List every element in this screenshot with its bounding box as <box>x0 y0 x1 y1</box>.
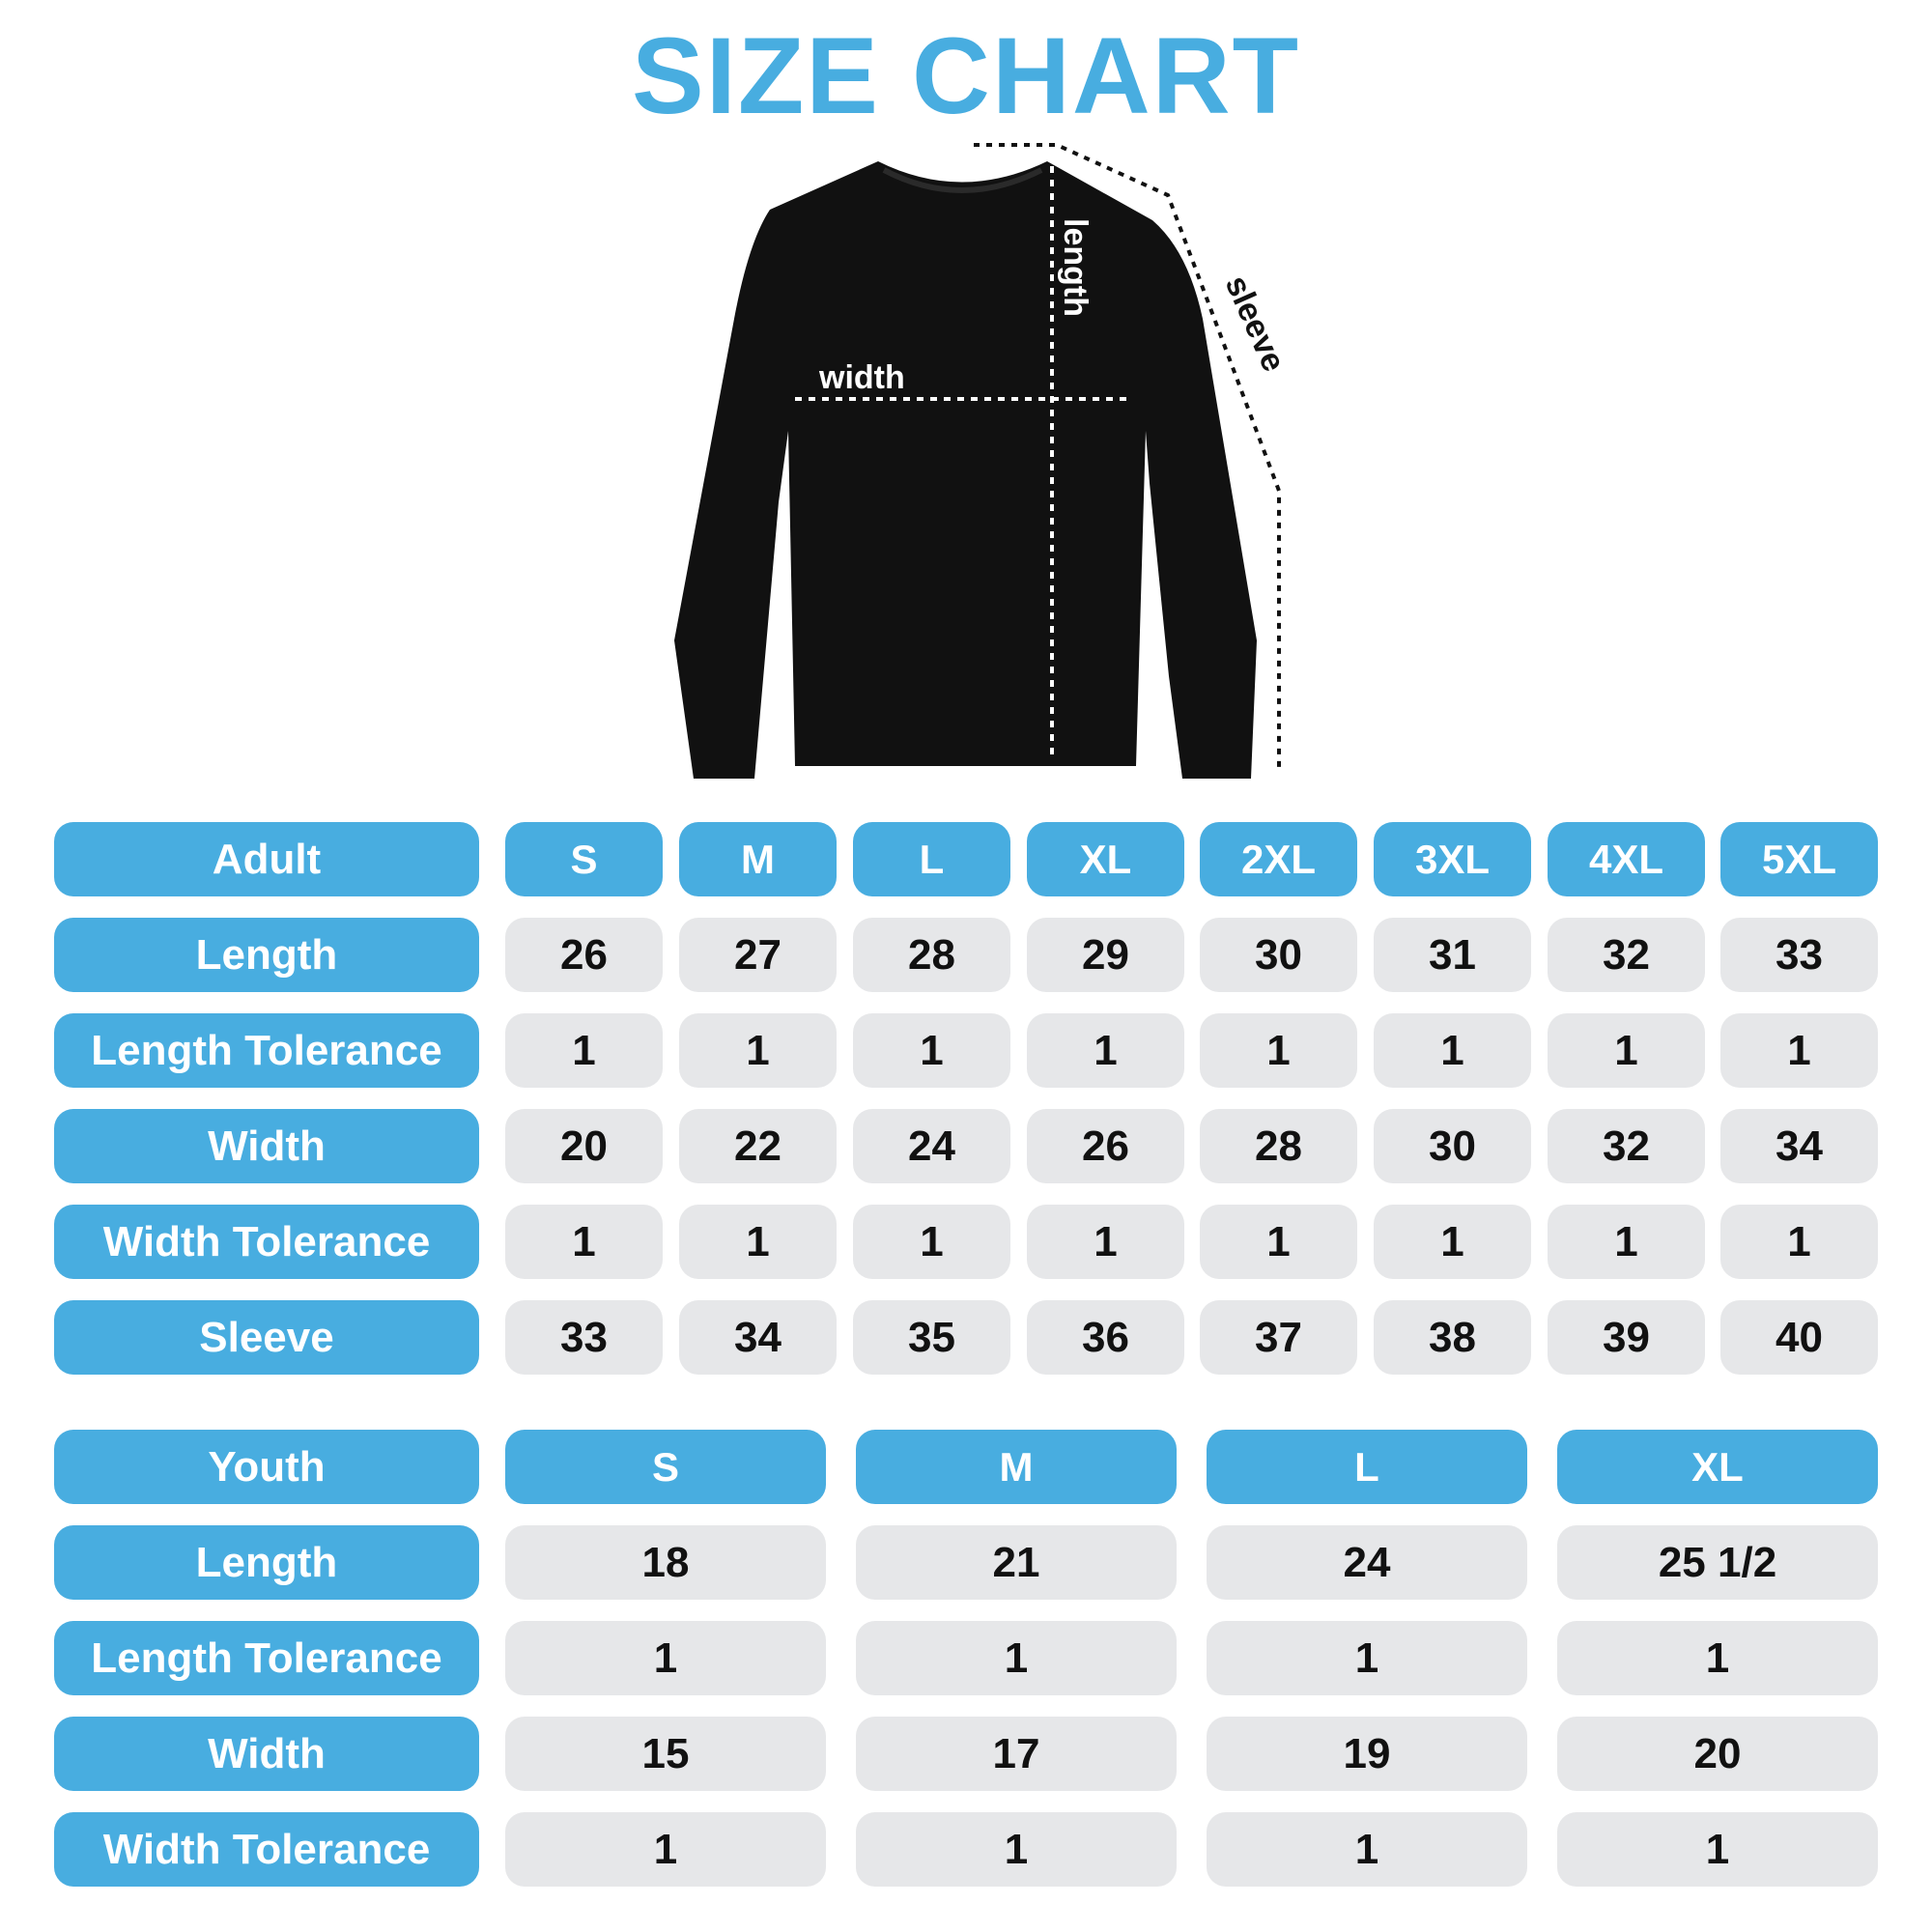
youth-header: Youth <box>54 1430 479 1504</box>
table-cell: 1 <box>1207 1812 1527 1887</box>
table-cell: 29 <box>1027 918 1184 992</box>
table-cell: 34 <box>1720 1109 1878 1183</box>
table-cell: 1 <box>1207 1621 1527 1695</box>
table-cell: 33 <box>1720 918 1878 992</box>
sweatshirt-diagram: width length sleeve <box>674 143 1293 779</box>
size-header-3xl: 3XL <box>1374 822 1531 896</box>
table-cell: 30 <box>1200 918 1357 992</box>
table-cell: 1 <box>505 1013 663 1088</box>
row-label: Length <box>54 918 479 992</box>
table-cell: 1 <box>505 1205 663 1279</box>
table-cell: 1 <box>1027 1013 1184 1088</box>
table-cell: 19 <box>1207 1717 1527 1791</box>
table-cell: 26 <box>505 918 663 992</box>
collar <box>882 167 1043 193</box>
table-cell: 34 <box>679 1300 837 1375</box>
adult-header: Adult <box>54 822 479 896</box>
table-cell: 30 <box>1374 1109 1531 1183</box>
row-label: Width Tolerance <box>54 1812 479 1887</box>
size-header-l: L <box>1207 1430 1527 1504</box>
table-cell: 28 <box>853 918 1010 992</box>
size-header-l: L <box>853 822 1010 896</box>
size-header-m: M <box>856 1430 1177 1504</box>
table-cell: 15 <box>505 1717 826 1791</box>
table-cell: 24 <box>853 1109 1010 1183</box>
table-cell: 1 <box>679 1013 837 1088</box>
table-cell: 25 1/2 <box>1557 1525 1878 1600</box>
table-cell: 1 <box>1557 1812 1878 1887</box>
size-header-s: S <box>505 822 663 896</box>
table-cell: 1 <box>856 1621 1177 1695</box>
table-cell: 31 <box>1374 918 1531 992</box>
table-cell: 32 <box>1548 918 1705 992</box>
page-title: SIZE CHART <box>632 15 1300 136</box>
table-cell: 24 <box>1207 1525 1527 1600</box>
row-label: Width <box>54 1109 479 1183</box>
size-header-4xl: 4XL <box>1548 822 1705 896</box>
table-cell: 1 <box>1027 1205 1184 1279</box>
sleeve-measure-line <box>974 143 1281 770</box>
row-label: Length <box>54 1525 479 1600</box>
table-cell: 36 <box>1027 1300 1184 1375</box>
size-header-xl: XL <box>1557 1430 1878 1504</box>
size-header-xl: XL <box>1027 822 1184 896</box>
table-cell: 1 <box>679 1205 837 1279</box>
table-cell: 20 <box>1557 1717 1878 1791</box>
size-header-s: S <box>505 1430 826 1504</box>
table-cell: 39 <box>1548 1300 1705 1375</box>
table-cell: 1 <box>1200 1013 1357 1088</box>
table-cell: 21 <box>856 1525 1177 1600</box>
size-header-m: M <box>679 822 837 896</box>
table-cell: 27 <box>679 918 837 992</box>
table-cell: 18 <box>505 1525 826 1600</box>
table-cell: 1 <box>853 1013 1010 1088</box>
row-label: Length Tolerance <box>54 1621 479 1695</box>
table-cell: 1 <box>1548 1205 1705 1279</box>
table-cell: 22 <box>679 1109 837 1183</box>
table-cell: 1 <box>1200 1205 1357 1279</box>
table-cell: 17 <box>856 1717 1177 1791</box>
table-cell: 35 <box>853 1300 1010 1375</box>
table-cell: 32 <box>1548 1109 1705 1183</box>
table-cell: 1 <box>1548 1013 1705 1088</box>
row-label: Length Tolerance <box>54 1013 479 1088</box>
table-cell: 1 <box>1720 1205 1878 1279</box>
table-cell: 38 <box>1374 1300 1531 1375</box>
table-cell: 1 <box>856 1812 1177 1887</box>
table-cell: 1 <box>1720 1013 1878 1088</box>
row-label: Sleeve <box>54 1300 479 1375</box>
size-header-2xl: 2XL <box>1200 822 1357 896</box>
table-cell: 1 <box>1557 1621 1878 1695</box>
table-cell: 1 <box>853 1205 1010 1279</box>
table-cell: 37 <box>1200 1300 1357 1375</box>
length-label: length <box>1057 218 1094 317</box>
table-cell: 20 <box>505 1109 663 1183</box>
row-label: Width Tolerance <box>54 1205 479 1279</box>
table-cell: 1 <box>1374 1013 1531 1088</box>
row-label: Width <box>54 1717 479 1791</box>
table-cell: 1 <box>505 1621 826 1695</box>
table-cell: 28 <box>1200 1109 1357 1183</box>
table-cell: 26 <box>1027 1109 1184 1183</box>
table-cell: 33 <box>505 1300 663 1375</box>
width-label: width <box>818 359 905 396</box>
table-cell: 40 <box>1720 1300 1878 1375</box>
table-cell: 1 <box>505 1812 826 1887</box>
sweatshirt-body <box>674 161 1257 779</box>
table-cell: 1 <box>1374 1205 1531 1279</box>
size-header-5xl: 5XL <box>1720 822 1878 896</box>
